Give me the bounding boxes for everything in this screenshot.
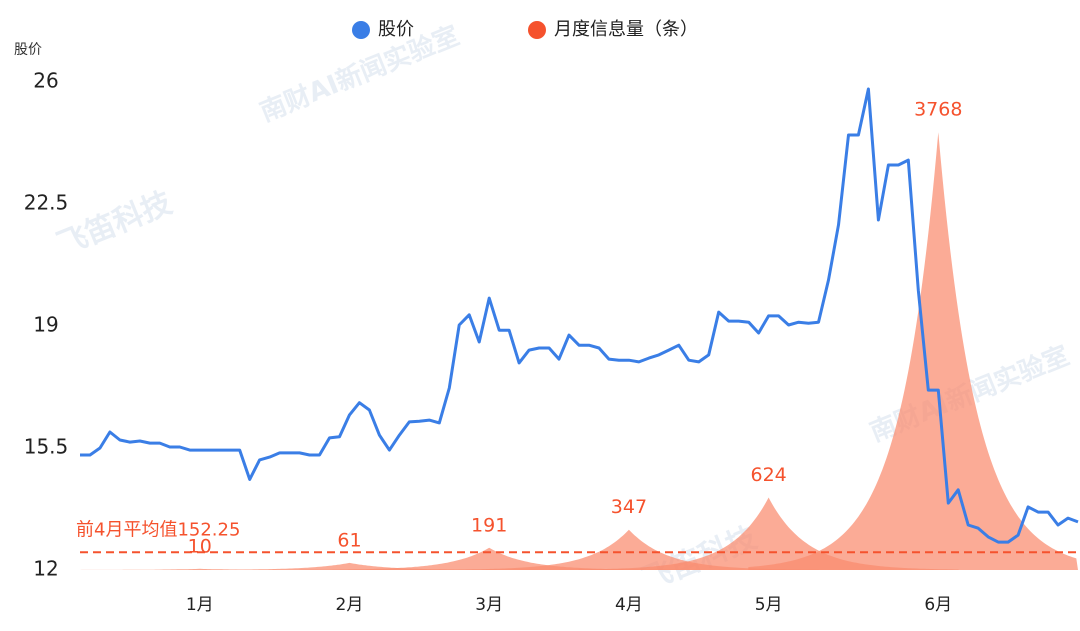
price-line [80,87,1079,544]
y-tick-label: 15.5 [24,435,69,459]
spike [159,562,540,570]
legend-swatch [352,21,370,39]
y-tick-label: 12 [33,557,58,581]
spike [299,547,680,570]
x-tick-label: 5月 [755,595,783,615]
data-label: 191 [471,514,507,536]
data-label: 3768 [914,99,962,121]
spike [748,132,1078,570]
spike-group [80,132,1078,570]
legend-label: 月度信息量（条） [554,19,698,40]
x-tick-label: 1月 [186,595,214,615]
legend-label: 股价 [378,19,414,40]
x-tick-label: 4月 [615,595,643,615]
spike [578,497,959,570]
x-tick-label: 3月 [475,595,503,615]
y-tick-label: 22.5 [24,191,69,215]
y-axis-label: 股价 [14,42,42,58]
reference-label: 前4月平均值152.25 [76,519,240,540]
data-label: 61 [337,529,361,551]
data-label: 624 [750,464,786,486]
data-label: 347 [611,496,647,518]
y-tick-label: 26 [33,69,58,93]
legend-swatch [528,21,546,39]
data-label: 10 [188,535,212,557]
spike [80,568,390,570]
spike [438,529,819,570]
watermark: 飞笛科技 [52,185,176,262]
y-tick-label: 19 [33,313,58,337]
x-tick-label: 2月 [336,595,364,615]
x-tick-label: 6月 [924,595,952,615]
